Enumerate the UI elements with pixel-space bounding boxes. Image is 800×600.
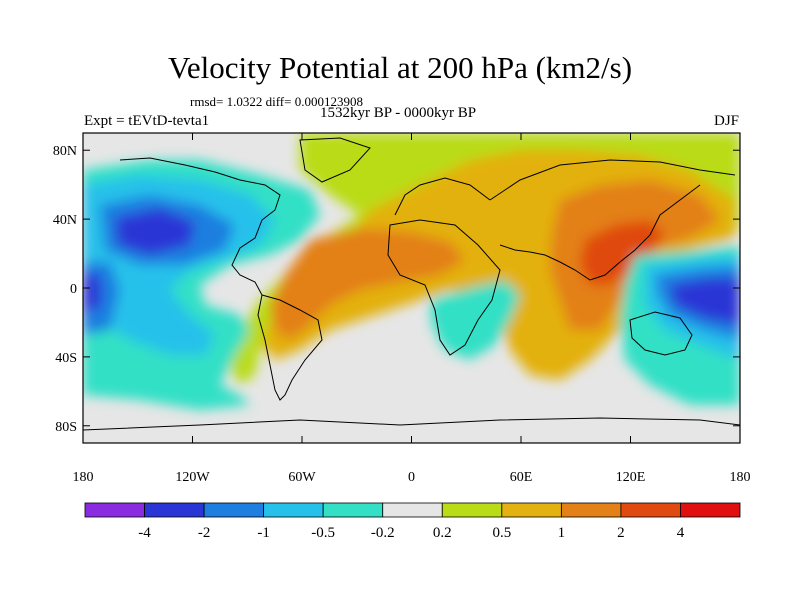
colorbar-label: -0.2 xyxy=(371,525,395,541)
coastline-asia xyxy=(489,159,736,281)
coastline-antarctica xyxy=(83,417,740,431)
lat-tick-label: 40S xyxy=(55,351,77,366)
colorbar-label: -4 xyxy=(138,525,151,541)
lat-tick-label: 80S xyxy=(55,420,77,435)
colorbar-label: -1 xyxy=(257,525,270,541)
colorbar-label: 0.2 xyxy=(433,525,452,541)
colorbar-label: 1 xyxy=(558,525,566,541)
coastline-north-america xyxy=(119,157,281,296)
axis-ticks: 80N 40N 0 40S 80S 180 120W 60W 0 60E 120E 180 xyxy=(53,133,751,485)
colorbar-box xyxy=(84,502,145,518)
coastline-greenland xyxy=(299,137,371,183)
contour-region xyxy=(270,228,465,340)
lat-tick-label: 40N xyxy=(53,213,77,228)
contour-region xyxy=(115,208,195,255)
lon-tick-label: 60W xyxy=(288,470,316,485)
colorbar-box xyxy=(680,502,741,518)
contour-field xyxy=(83,133,740,443)
contour-region xyxy=(670,278,740,325)
lon-tick-label: 180 xyxy=(730,470,751,485)
colorbar-box xyxy=(263,502,324,518)
colorbar-box xyxy=(322,502,384,518)
contour-region xyxy=(83,272,102,315)
period-line: 1532kyr BP - 0000kyr BP xyxy=(320,105,477,121)
colorbar-box xyxy=(560,502,622,518)
colorbar-label: -0.5 xyxy=(311,525,335,541)
lon-tick-label: 60E xyxy=(510,470,533,485)
coastline-africa xyxy=(387,219,501,356)
colorbar-label: 2 xyxy=(617,525,625,541)
colorbar-box xyxy=(144,502,205,518)
colorbar-box xyxy=(501,502,562,518)
coastlines xyxy=(83,137,740,431)
lon-tick-label: 0 xyxy=(408,470,415,485)
coastline-south-america xyxy=(257,294,323,401)
colorbar-label: -2 xyxy=(198,525,211,541)
lon-tick-label: 120E xyxy=(616,470,646,485)
colorbar-box xyxy=(382,502,443,518)
contour-region xyxy=(430,280,520,360)
lon-tick-label: 180 xyxy=(73,470,94,485)
colorbar-box xyxy=(203,502,265,518)
colorbar-box xyxy=(620,502,681,518)
colorbar-label: 4 xyxy=(677,525,685,541)
lat-tick-label: 80N xyxy=(53,144,77,159)
coastline-europe xyxy=(394,177,491,216)
season-label: DJF xyxy=(713,113,739,129)
contour-region xyxy=(580,220,665,285)
lon-tick-label: 120W xyxy=(175,470,210,485)
colorbar-box xyxy=(441,502,503,518)
colorbar: -4 -2 -1 -0.5 -0.2 0.2 0.5 1 2 4 xyxy=(84,502,741,541)
colorbar-label: 0.5 xyxy=(492,525,511,541)
stats-line: rmsd= 1.0322 diff= 0.000123908 xyxy=(190,94,363,109)
experiment-label: Expt = tEVtD-tevta1 xyxy=(84,113,210,129)
map-title: Velocity Potential at 200 hPa (km2/s) xyxy=(167,50,633,85)
contour-blobs xyxy=(83,133,740,410)
coastline-australia xyxy=(629,311,693,356)
lat-tick-label: 0 xyxy=(70,282,77,297)
